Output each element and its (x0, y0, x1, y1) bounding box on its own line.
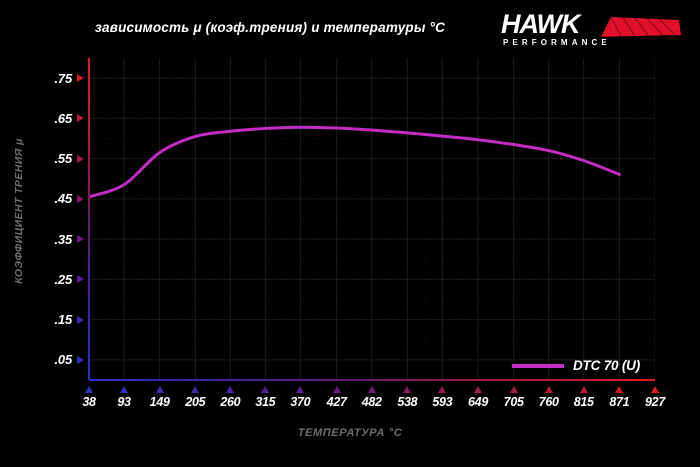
x-axis-line (89, 379, 655, 381)
x-tick: 593 (422, 386, 462, 409)
x-tick: 260 (210, 386, 250, 409)
hawk-performance-logo: HAWK PERFORMANCE (497, 9, 682, 50)
x-tick-label: 427 (326, 395, 347, 409)
x-tick-label: 93 (117, 395, 131, 409)
plot-area (89, 58, 655, 380)
x-tick-arrow-icon (579, 386, 588, 393)
x-tick-arrow-icon (296, 386, 305, 393)
y-tick-arrow-icon (77, 235, 84, 244)
y-axis-title: КОЭФФИЦИЕНТ ТРЕНИЯ μ (13, 138, 25, 284)
x-tick-label: 482 (361, 395, 382, 409)
x-tick: 482 (352, 386, 392, 409)
x-tick-arrow-icon (155, 386, 164, 393)
y-tick-label: .45 (54, 191, 73, 207)
legend-swatch (512, 363, 564, 368)
y-tick-label: .65 (54, 110, 73, 126)
y-axis-tick-labels: .75 .65 .55 .45 .35 .25 (0, 0, 84, 467)
x-tick-arrow-icon (438, 386, 447, 393)
chart-legend: DTC 70 (U) (512, 358, 640, 373)
x-tick-arrow-icon (651, 386, 659, 393)
x-tick-label: 260 (220, 395, 241, 409)
x-tick: 38 (69, 386, 109, 409)
x-tick-label: 149 (149, 395, 170, 409)
x-tick-arrow-icon (544, 386, 553, 393)
x-tick-label: 370 (290, 395, 311, 409)
hawk-wordmark: HAWK (501, 9, 580, 39)
x-axis-title: ТЕМПЕРАТУРА °C (297, 427, 403, 439)
y-tick-arrow-icon (77, 315, 84, 324)
y-tick-label: .75 (54, 70, 73, 86)
x-tick-label: 538 (397, 395, 418, 409)
x-tick-arrow-icon (509, 386, 518, 393)
y-axis-line (88, 58, 90, 380)
x-tick-label: 205 (185, 395, 206, 409)
x-tick-arrow-icon (332, 386, 341, 393)
x-tick: 705 (494, 386, 534, 409)
hawk-subtext: PERFORMANCE (503, 38, 611, 47)
y-tick-arrow-icon (77, 275, 84, 284)
x-tick: 649 (458, 386, 498, 409)
x-tick: 538 (387, 386, 427, 409)
y-tick-arrow-icon (77, 355, 84, 364)
x-tick-arrow-icon (261, 386, 270, 393)
y-tick: .45 (55, 191, 84, 207)
y-tick-label: .05 (54, 352, 73, 368)
x-tick-arrow-icon (367, 386, 376, 393)
x-tick-label: 815 (573, 395, 594, 409)
y-tick-arrow-icon (77, 114, 84, 123)
x-tick-label: 927 (645, 395, 665, 409)
y-tick: .05 (55, 352, 84, 368)
x-tick: 93 (104, 386, 144, 409)
x-tick: 927 (635, 386, 675, 409)
y-tick-label: .15 (54, 312, 73, 328)
x-tick-arrow-icon (120, 386, 129, 393)
x-tick: 205 (175, 386, 215, 409)
legend-label: DTC 70 (U) (573, 358, 641, 373)
y-tick-arrow-icon (77, 194, 84, 203)
x-tick-label: 871 (609, 395, 630, 409)
hawk-swoosh-icon (593, 16, 681, 37)
x-tick-arrow-icon (403, 386, 412, 393)
y-tick-arrow-icon (77, 154, 84, 163)
x-tick-label: 705 (503, 395, 524, 409)
y-tick-label: .55 (54, 151, 73, 167)
x-tick: 427 (317, 386, 357, 409)
x-tick-arrow-icon (191, 386, 200, 393)
x-tick-arrow-icon (474, 386, 482, 393)
y-tick: .65 (55, 110, 84, 126)
x-tick: 871 (599, 386, 639, 409)
x-tick-arrow-icon (85, 386, 93, 393)
y-tick-label: .25 (54, 271, 73, 287)
x-tick-label: 593 (432, 395, 453, 409)
x-tick-label: 649 (468, 395, 488, 409)
x-tick-arrow-icon (226, 386, 235, 393)
y-tick: .35 (55, 231, 84, 247)
y-tick-label: .35 (54, 231, 73, 247)
x-tick: 315 (245, 386, 285, 409)
x-tick: 149 (140, 386, 180, 409)
grid-lines (89, 58, 655, 380)
y-tick-arrow-icon (77, 74, 84, 83)
x-tick-arrow-icon (615, 386, 624, 393)
x-tick: 370 (280, 386, 320, 409)
y-tick: .75 (55, 70, 84, 86)
x-tick: 760 (529, 386, 569, 409)
y-tick: .25 (55, 271, 84, 287)
x-tick-label: 760 (538, 395, 559, 409)
y-tick: .15 (55, 312, 84, 328)
x-tick: 815 (564, 386, 604, 409)
chart-title: зависимость μ (коэф.трения) и температур… (94, 20, 446, 35)
x-tick-label: 315 (255, 395, 276, 409)
y-tick: .55 (55, 151, 84, 167)
x-tick-label: 38 (82, 395, 96, 409)
